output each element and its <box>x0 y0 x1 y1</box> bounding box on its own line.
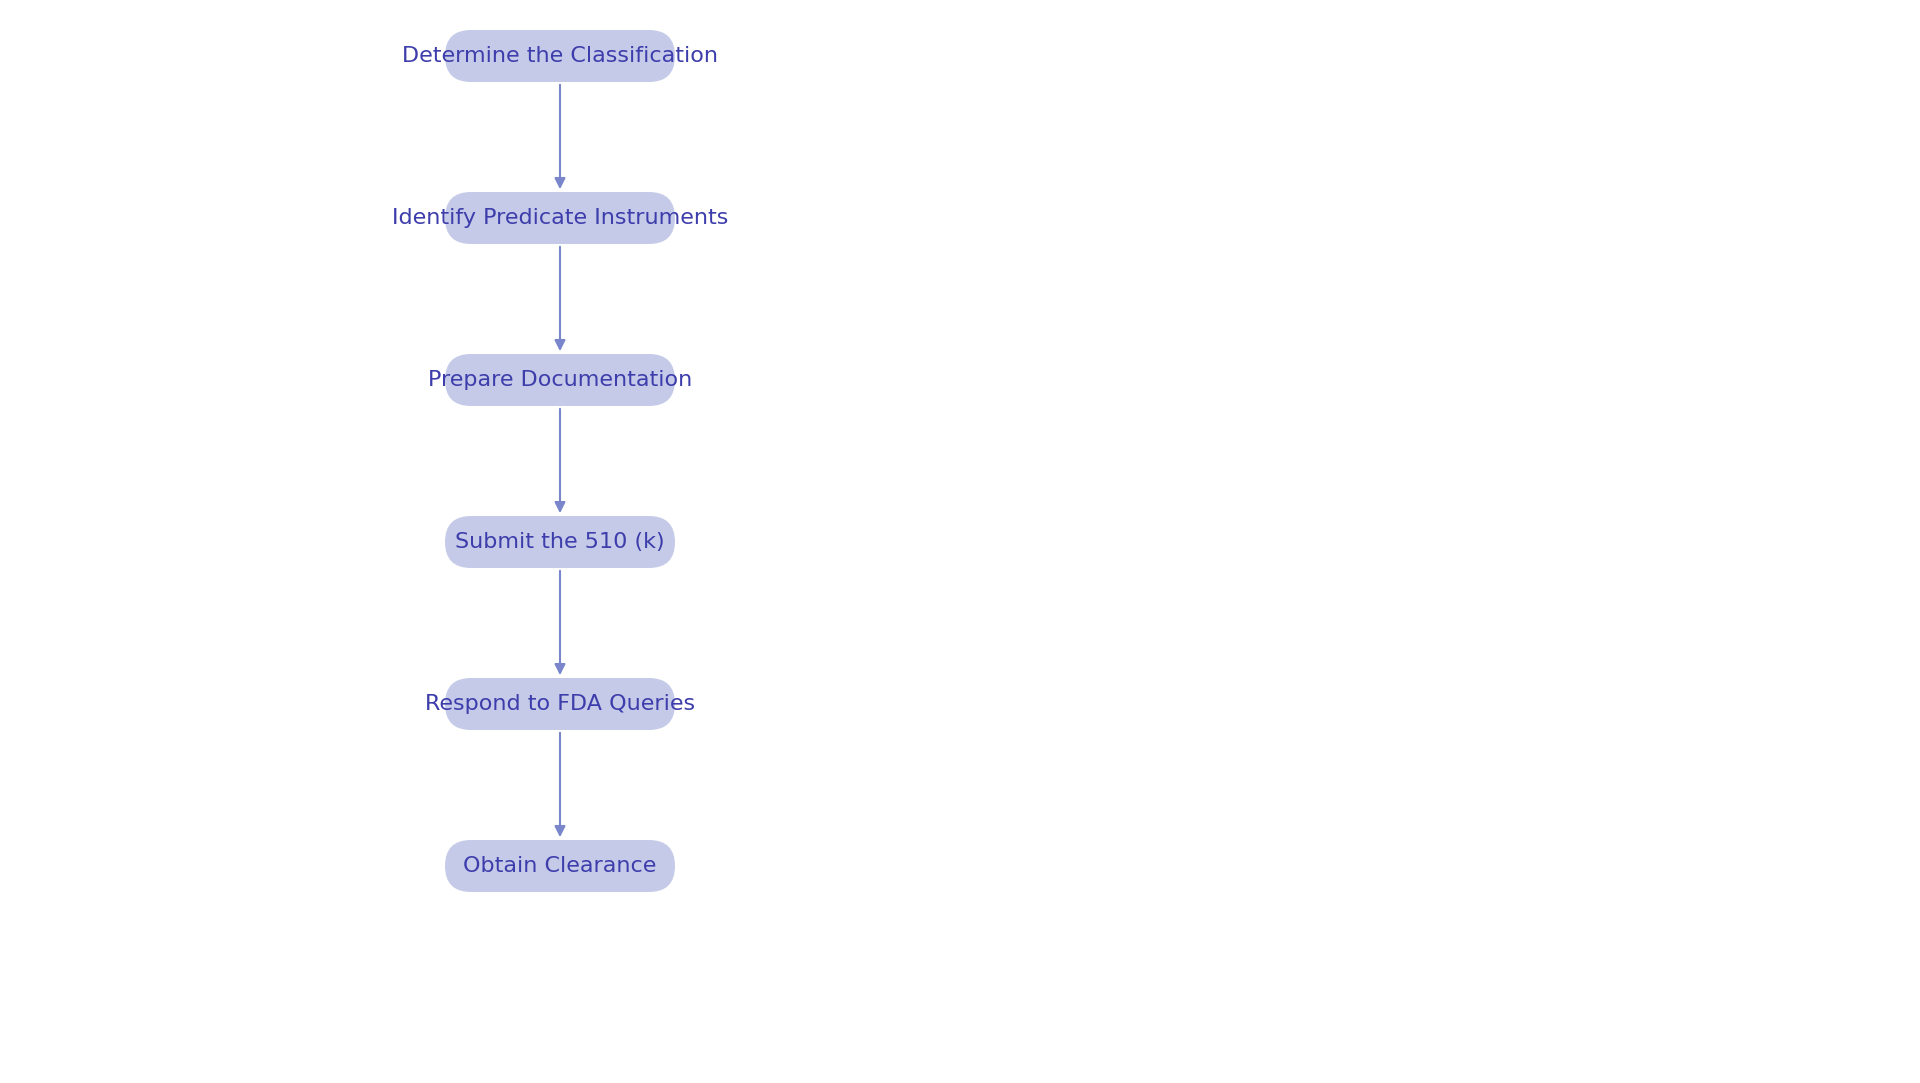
Text: Submit the 510 (k): Submit the 510 (k) <box>455 532 664 552</box>
Text: Identify Predicate Instruments: Identify Predicate Instruments <box>392 208 728 229</box>
FancyBboxPatch shape <box>445 192 676 244</box>
Text: Respond to FDA Queries: Respond to FDA Queries <box>424 694 695 714</box>
Text: Prepare Documentation: Prepare Documentation <box>428 370 691 390</box>
Text: Determine the Classification: Determine the Classification <box>401 45 718 66</box>
FancyBboxPatch shape <box>445 30 676 82</box>
FancyBboxPatch shape <box>445 678 676 730</box>
FancyBboxPatch shape <box>445 516 676 567</box>
FancyBboxPatch shape <box>445 354 676 406</box>
Text: Obtain Clearance: Obtain Clearance <box>463 856 657 876</box>
FancyBboxPatch shape <box>445 840 676 892</box>
